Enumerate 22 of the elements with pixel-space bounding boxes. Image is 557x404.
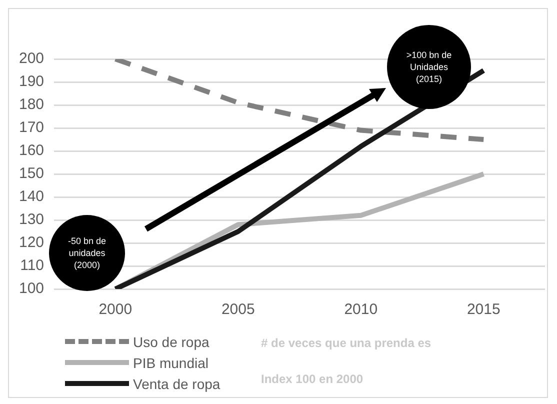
y-tick-label: 150 [18,165,44,182]
y-tick-label: 160 [18,142,44,160]
legend-label: Venta de ropa [133,374,220,394]
y-tick-label: 120 [18,234,44,252]
x-tick-label: 2010 [344,301,378,318]
y-tick-label: 100 [18,280,44,298]
x-tick-label: 2005 [221,301,255,318]
annotation: >100 bn de Unidades (2015) [405,49,453,85]
y-tick-label: 170 [18,119,44,136]
circle-callout: -50 bn de unidades (2000) [49,215,125,291]
legend-label: PIB mundial [133,354,208,372]
circle-callout: >100 bn de Unidades (2015) [387,25,471,109]
annotation: -50 bn de unidades (2000) [66,235,108,271]
y-tick-label: 140 [18,188,44,206]
y-tick-label: 110 [20,257,44,274]
y-tick-label: 130 [18,211,44,228]
x-tick-label: 2015 [466,301,500,318]
legend-label: Uso de ropa [133,332,210,352]
y-tick-label: 180 [18,96,44,114]
y-tick-label: 200 [18,50,44,68]
y-tick-label: 190 [18,73,44,90]
x-tick-label: 2000 [98,301,132,318]
